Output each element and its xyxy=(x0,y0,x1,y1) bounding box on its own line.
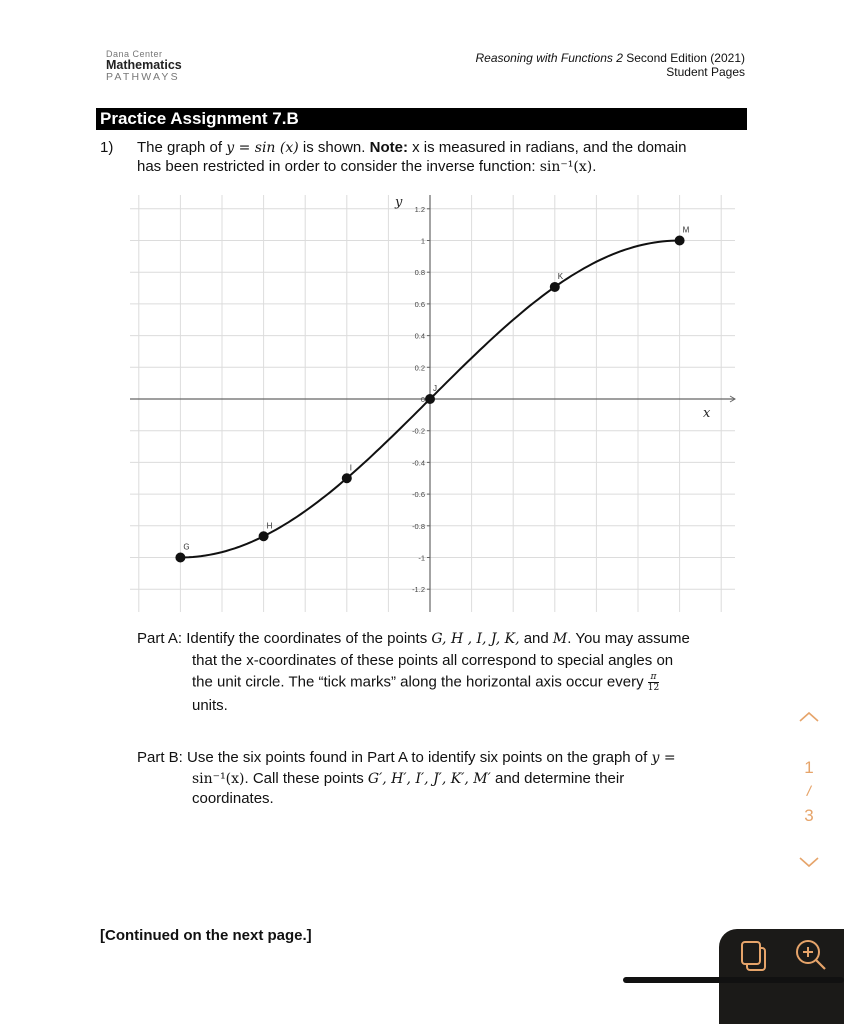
point-label-M: M xyxy=(683,226,690,235)
pages-icon xyxy=(741,941,766,971)
q-text: has been restricted in order to consider… xyxy=(137,158,540,175)
part-a-text: and xyxy=(519,630,553,647)
y-tick-label: 0 xyxy=(421,395,425,404)
point-H xyxy=(258,531,269,542)
y-tick-label: 0.4 xyxy=(415,332,425,341)
question-line-1: The graph of y = sin (x) is shown. Note:… xyxy=(137,138,686,158)
y-tick-label: -1 xyxy=(418,554,425,563)
q-math: sin⁻¹(x) xyxy=(539,159,593,175)
x-axis-label: x xyxy=(703,406,711,421)
part-a-point-m: M xyxy=(552,631,568,647)
logo-mathematics: Mathematics xyxy=(106,58,182,72)
book-subtitle: Student Pages xyxy=(666,65,745,79)
point-M xyxy=(674,235,685,246)
pi-over-12-fraction: π 12 xyxy=(647,672,660,693)
page-separator: / xyxy=(805,782,813,801)
point-I xyxy=(341,473,352,484)
point-K xyxy=(549,281,560,292)
part-a-text: . You may assume xyxy=(567,630,690,647)
q-text: x is measured in radians, and the domain xyxy=(407,139,687,156)
q-text: is shown. xyxy=(298,139,370,156)
chevron-down-icon xyxy=(799,857,819,868)
y-tick-label: 0.6 xyxy=(415,300,425,309)
y-tick-label: 0.2 xyxy=(415,363,425,372)
y-tick-label: -1.2 xyxy=(412,585,425,594)
assignment-title: Practice Assignment 7.B xyxy=(96,108,747,130)
chevron-up-icon xyxy=(799,711,819,722)
page-down-button[interactable] xyxy=(794,853,824,878)
thumbnails-button[interactable] xyxy=(739,939,769,978)
y-tick-label: -0.8 xyxy=(412,522,425,531)
part-a-points: G, H , I, J, K, xyxy=(431,631,520,647)
q-math: y = sin (x) xyxy=(226,140,299,156)
sine-graph: -1.2 -1 -0.8 -0.6 -0.4 -0.2 0 0.2 0.4 0.6 0.8 1 1.2 x… xyxy=(130,195,736,612)
part-b-text: Use the six points found in Part A to id… xyxy=(187,749,652,766)
book-title-italic: Reasoning with Functions 2 xyxy=(475,51,623,65)
logo-pathways: PATHWAYS xyxy=(106,71,180,83)
page-up-button[interactable] xyxy=(794,706,824,731)
y-tick-label: 1 xyxy=(421,237,425,246)
y-tick-label: 1.2 xyxy=(415,205,425,214)
question-line-2: has been restricted in order to consider… xyxy=(137,157,596,177)
page-current: 1 xyxy=(804,758,814,777)
point-J xyxy=(425,394,435,404)
part-a-line-3: the unit circle. The “tick marks” along … xyxy=(192,672,660,693)
point-label-G: G xyxy=(183,543,189,552)
point-label-J: J xyxy=(433,384,437,393)
point-label-H: H xyxy=(267,521,273,530)
y-tick-label: -0.2 xyxy=(412,427,425,436)
q-text: . xyxy=(592,158,597,175)
note-label: Note: xyxy=(369,139,408,156)
part-a-line-2: that the x-coordinates of these points a… xyxy=(192,652,674,669)
fraction-numerator: π xyxy=(647,672,660,683)
page-total: 3 xyxy=(804,806,814,825)
book-title: Reasoning with Functions 2 Second Editio… xyxy=(475,51,745,65)
y-tick-label: -0.6 xyxy=(412,490,425,499)
part-b-points: G′, H′, I′, J′, K′, M′ xyxy=(367,771,491,787)
part-b-line-1: Part B: Use the six points found in Part… xyxy=(137,748,676,768)
zoom-in-button[interactable] xyxy=(794,938,828,977)
part-a-line-4: units. xyxy=(192,697,228,714)
book-edition: Second Edition (2021) xyxy=(622,51,745,65)
home-indicator[interactable] xyxy=(623,977,844,983)
part-b-line-2: sin⁻¹(x). Call these points G′, H′, I′, … xyxy=(192,769,624,789)
viewer-toolbar xyxy=(719,929,844,1024)
y-tick-label: 0.8 xyxy=(415,268,425,277)
part-a-text: the unit circle. The “tick marks” along … xyxy=(192,673,648,691)
point-label-K: K xyxy=(558,272,564,281)
x-axis-arrow xyxy=(729,395,736,403)
question-number: 1) xyxy=(100,139,114,156)
y-tick-label: -0.4 xyxy=(412,458,425,467)
logo-dana-center: Dana Center xyxy=(106,49,163,59)
point-label-I: I xyxy=(350,463,352,472)
part-b-line-3: coordinates. xyxy=(192,790,274,807)
part-b-text: and determine their xyxy=(490,770,625,787)
part-a-text: Identify the coordinates of the points xyxy=(186,630,432,647)
fraction-denominator: 12 xyxy=(647,683,660,693)
part-b-math: y = xyxy=(651,750,676,766)
y-axis-label: y xyxy=(394,195,403,210)
zoom-in-icon xyxy=(796,940,826,970)
point-G xyxy=(175,552,186,563)
part-b-label: Part B: xyxy=(137,749,183,766)
continued-note: [Continued on the next page.] xyxy=(100,927,312,944)
part-b-text: . Call these points xyxy=(244,770,368,787)
part-a-label: Part A: xyxy=(137,630,183,647)
q-text: The graph of xyxy=(137,139,227,156)
part-b-math: sin⁻¹(x) xyxy=(192,771,245,787)
part-a-line-1: Part A: Identify the coordinates of the … xyxy=(137,629,690,649)
